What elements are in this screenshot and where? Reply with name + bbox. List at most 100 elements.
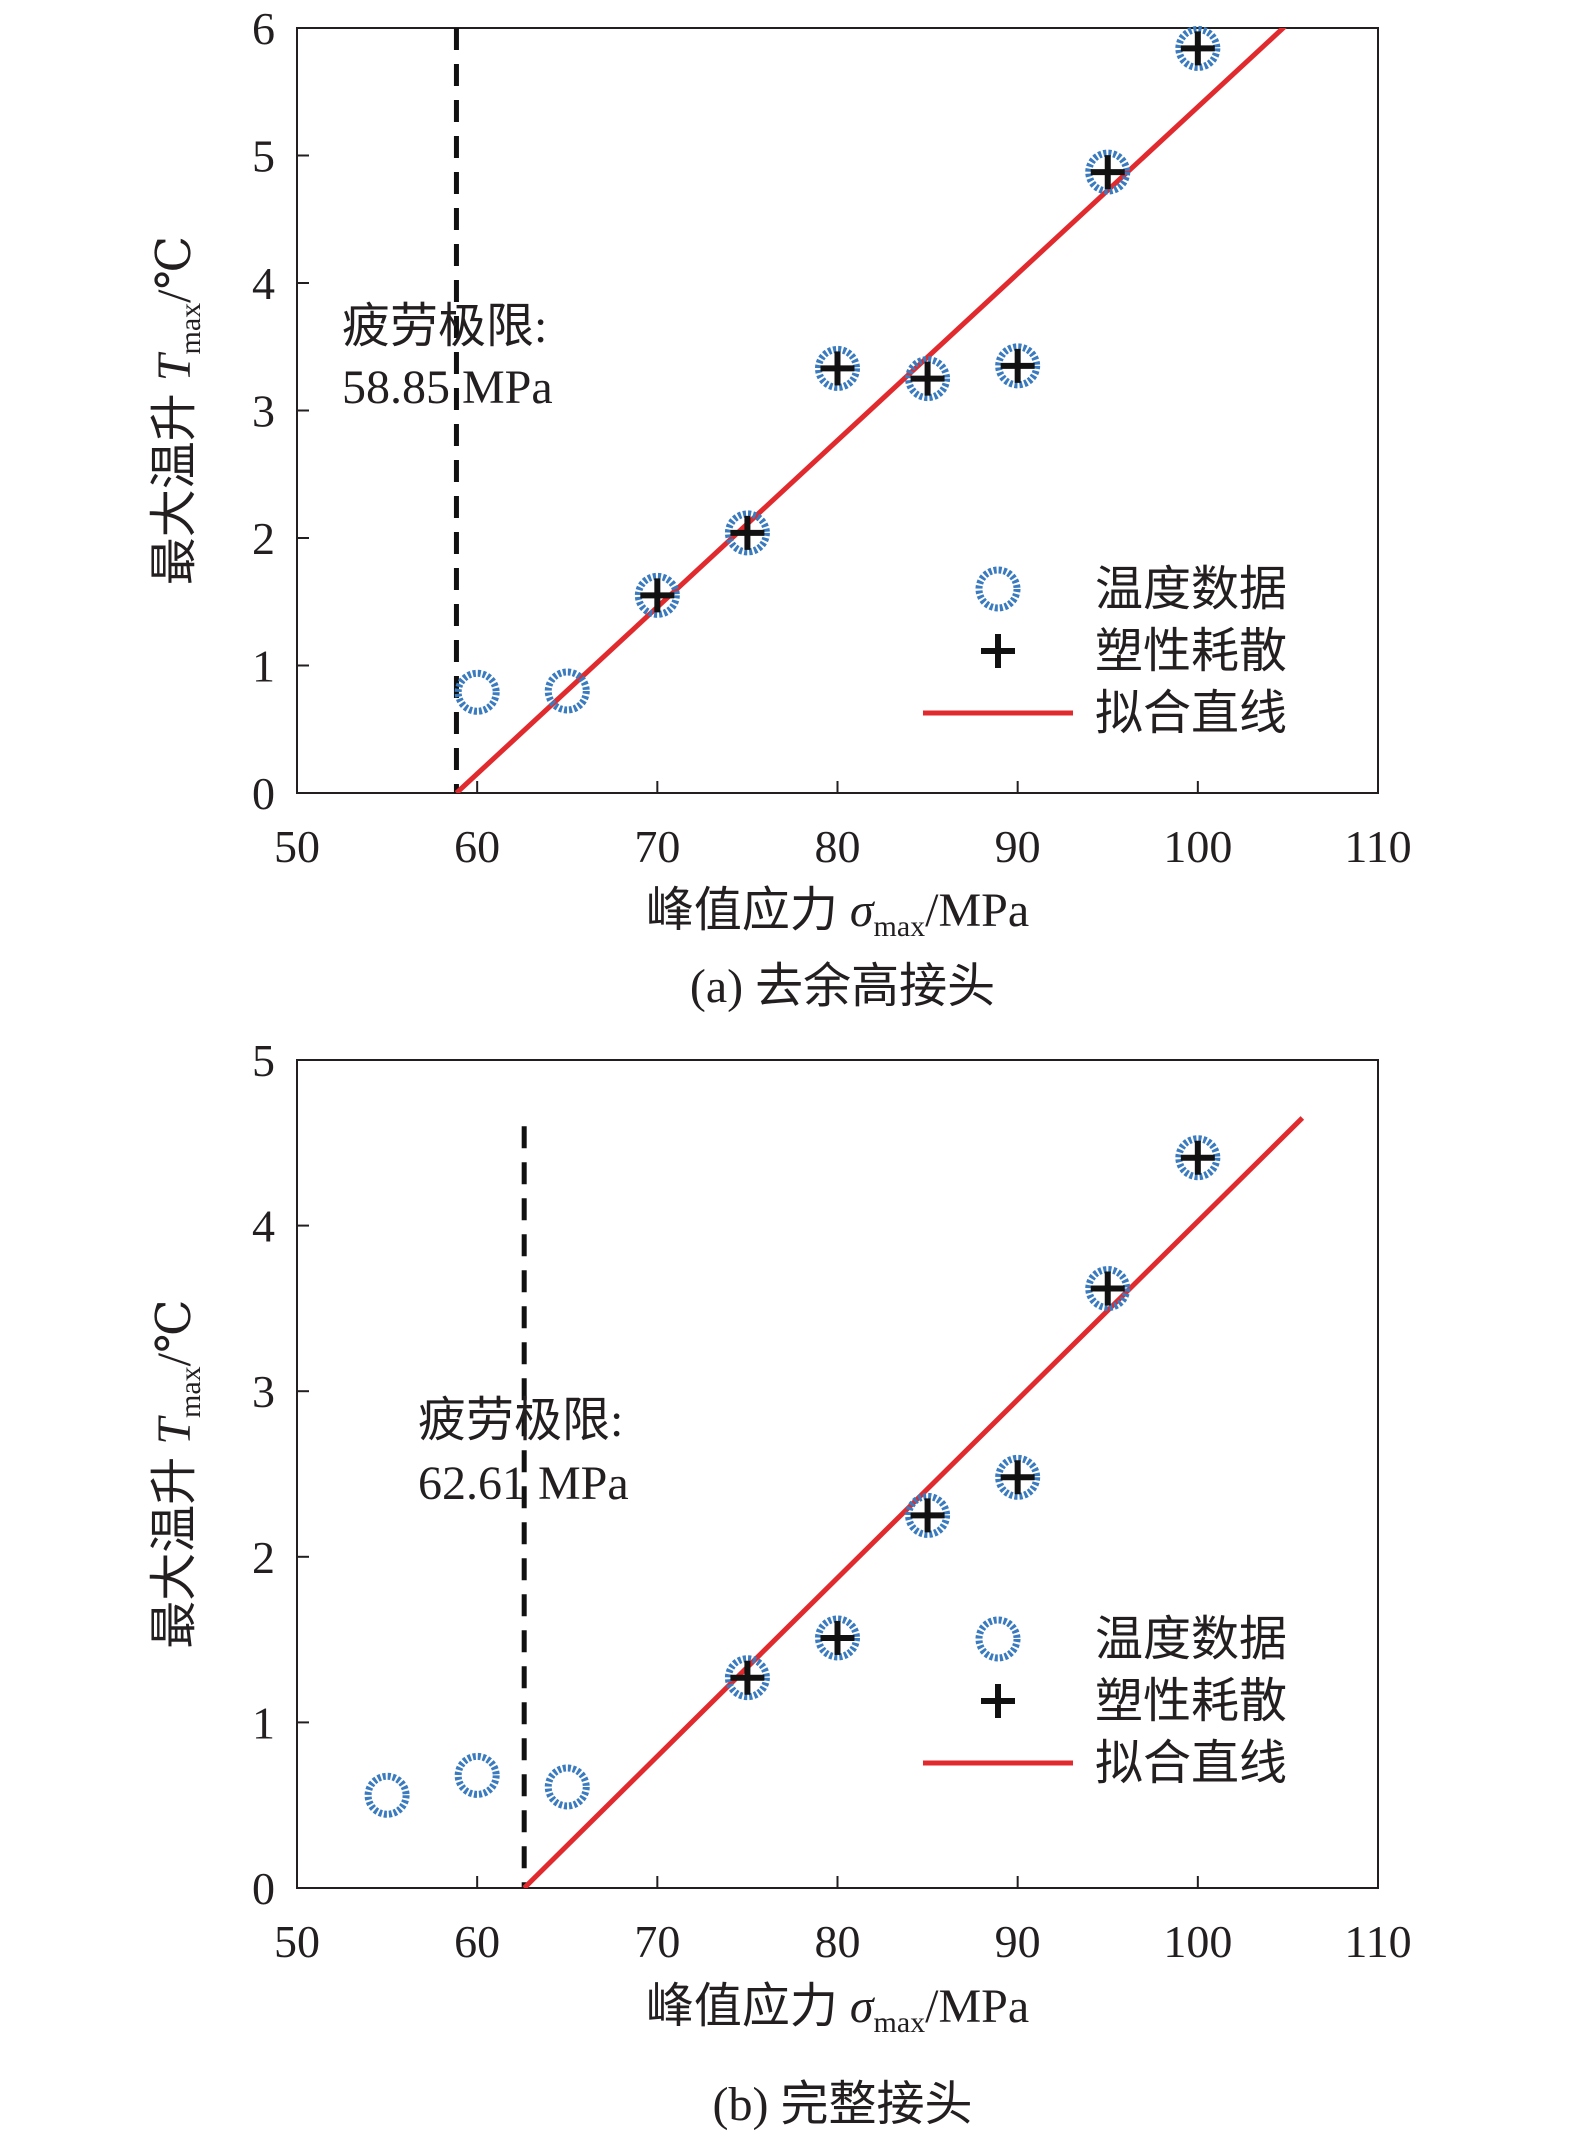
plastic-point [820, 1620, 855, 1655]
x-tick-label: 90 [995, 1916, 1041, 1967]
fatigue-limit-value: 58.85 MPa [342, 361, 553, 414]
y-tick-label: 5 [252, 131, 275, 182]
plastic-point [1090, 1271, 1125, 1306]
y-axis-label-suffix: /℃ [148, 236, 201, 303]
fatigue-limit-label: 疲劳极限: [418, 1394, 623, 1447]
temperature-point [905, 1492, 951, 1538]
x-tick-label: 60 [454, 1916, 500, 1967]
figure-caption: (a) 去余高接头 [690, 960, 995, 1013]
fatigue-limit-value: 62.61 MPa [418, 1457, 629, 1510]
x-tick-label: 50 [274, 821, 320, 872]
x-tick-label: 100 [1163, 821, 1232, 872]
figure-caption: (b) 完整接头 [713, 2078, 973, 2131]
plastic-point [1000, 348, 1035, 383]
temperature-point [905, 356, 951, 402]
x-tick-label: 60 [454, 821, 500, 872]
x-axis-label-sub: max [874, 2006, 926, 2039]
fatigue-limit-label: 疲劳极限: [342, 300, 547, 353]
x-tick-label: 70 [634, 821, 680, 872]
y-tick-label: 2 [252, 513, 275, 564]
temperature-point [724, 510, 770, 556]
plastic-point [910, 361, 945, 396]
x-axis-label-suffix: /MPa [925, 884, 1029, 937]
legend-plastic-label: 塑性耗散 [1095, 625, 1287, 678]
plastic-point [730, 515, 765, 550]
y-tick-label: 4 [252, 258, 275, 309]
x-tick-label: 90 [995, 821, 1041, 872]
plastic-point [820, 351, 855, 386]
x-axis-label-symbol: σ [850, 1980, 876, 2033]
temperature-point [995, 343, 1041, 389]
y-axis-label-suffix: /℃ [148, 1299, 201, 1366]
plastic-point [1180, 1140, 1215, 1175]
y-tick-label: 5 [252, 1035, 275, 1086]
y-tick-label: 0 [252, 768, 275, 819]
legend-plastic-marker [981, 634, 1015, 668]
x-axis-label-sub: max [874, 910, 926, 943]
y-axis-label: 最大温升 Tmax/℃ [148, 1299, 207, 1648]
y-tick-label: 6 [252, 3, 275, 54]
temperature-point [1175, 25, 1221, 71]
temperature-point [454, 1752, 500, 1798]
x-tick-label: 50 [274, 1916, 320, 1967]
fit-line [454, 28, 1287, 793]
legend-temperature-marker [975, 566, 1021, 612]
temperature-point [815, 345, 860, 391]
y-tick-label: 1 [252, 1697, 275, 1748]
temperature-point [1175, 1135, 1221, 1181]
temperature-point [1085, 149, 1131, 195]
y-tick-label: 2 [252, 1532, 275, 1583]
x-axis-label-prefix: 峰值应力 [646, 1980, 850, 2033]
x-axis-label-symbol: σ [850, 884, 876, 937]
legend-temperature-label: 温度数据 [1095, 563, 1287, 616]
y-axis-label-prefix: 最大温升 [148, 381, 201, 585]
x-tick-label: 80 [815, 821, 861, 872]
temperature-point [1085, 1266, 1131, 1312]
temperature-point [454, 669, 500, 715]
temperature-point [544, 1764, 590, 1810]
y-axis-label-symbol: T [148, 1415, 201, 1445]
y-tick-label: 1 [252, 641, 275, 692]
legend-temperature-marker [975, 1616, 1021, 1662]
y-tick-label: 3 [252, 1366, 275, 1417]
y-tick-label: 4 [252, 1201, 275, 1252]
plastic-point [730, 1660, 765, 1695]
x-tick-label: 100 [1163, 1916, 1232, 1967]
y-axis-label-sub: max [174, 303, 207, 355]
plastic-point [910, 1498, 945, 1533]
temperature-point [544, 668, 590, 714]
y-tick-label: 3 [252, 386, 275, 437]
temperature-point [364, 1772, 410, 1818]
temperature-point [634, 572, 680, 618]
x-tick-label: 70 [634, 1916, 680, 1967]
y-axis-label-sub: max [174, 1366, 207, 1418]
y-axis-label-prefix: 最大温升 [148, 1445, 201, 1649]
x-axis-label: 峰值应力 σmax/MPa [646, 884, 1029, 943]
temperature-point [724, 1655, 770, 1701]
plastic-point [1000, 1460, 1035, 1495]
plastic-point [1090, 155, 1125, 190]
legend-temperature-label: 温度数据 [1095, 1613, 1287, 1666]
temperature-point [815, 1615, 860, 1661]
legend-plastic-marker [981, 1684, 1015, 1718]
x-tick-label: 110 [1344, 1916, 1411, 1967]
x-axis-label: 峰值应力 σmax/MPa [646, 1980, 1029, 2039]
x-tick-label: 110 [1344, 821, 1411, 872]
plastic-point [1180, 31, 1215, 66]
x-axis-label-prefix: 峰值应力 [646, 884, 850, 937]
legend-fit-label: 拟合直线 [1095, 687, 1287, 740]
y-tick-label: 0 [252, 1863, 275, 1914]
legend-fit-label: 拟合直线 [1095, 1737, 1287, 1790]
x-axis-label-suffix: /MPa [925, 1980, 1029, 2033]
temperature-point [995, 1454, 1041, 1500]
x-tick-label: 80 [815, 1916, 861, 1967]
legend-plastic-label: 塑性耗散 [1095, 1675, 1287, 1728]
y-axis-label: 最大温升 Tmax/℃ [148, 236, 207, 585]
plastic-point [640, 578, 675, 613]
y-axis-label-symbol: T [148, 351, 201, 381]
